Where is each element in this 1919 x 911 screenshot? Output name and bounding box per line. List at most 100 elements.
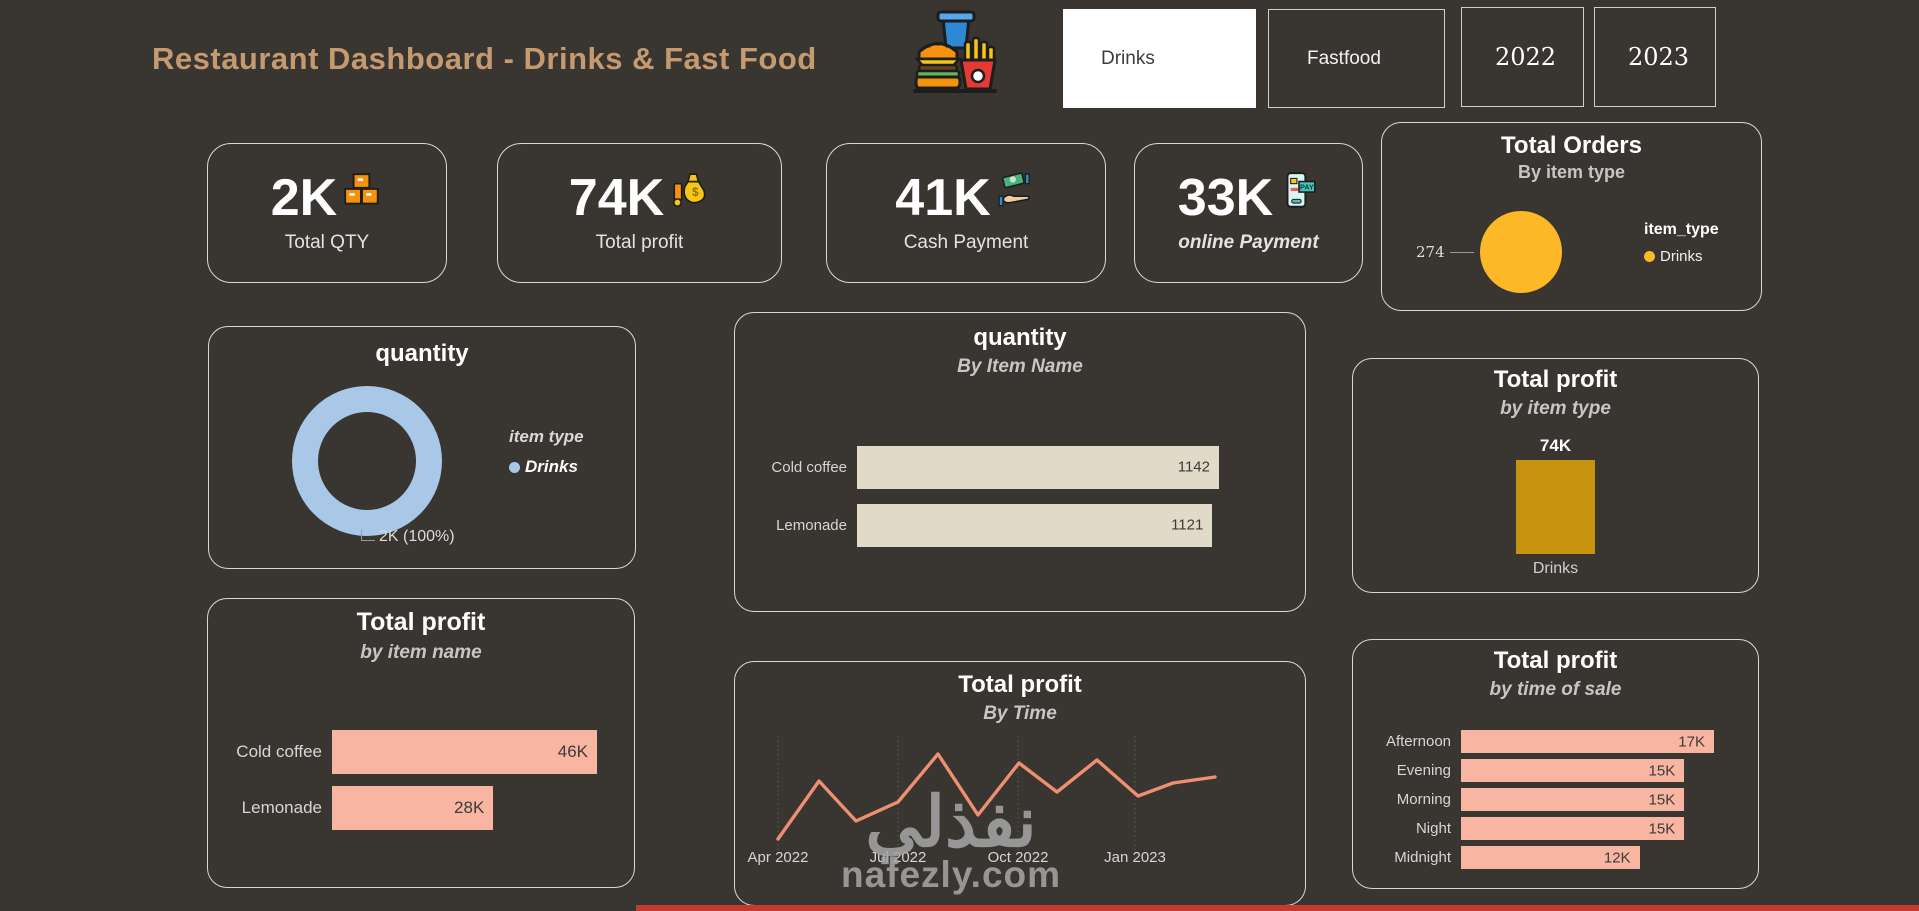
bar-track: 15K [1461, 788, 1714, 812]
bar-value-label: 1121 [1171, 516, 1204, 534]
pie-chart[interactable] [1479, 210, 1563, 294]
kpi-card-total-profit[interactable]: 74K $ Total profit [497, 143, 782, 283]
filter-button-label: Fastfood [1307, 47, 1381, 69]
legend-label: Drinks [525, 457, 578, 476]
kpi-card-online-payment[interactable]: 33K PAY online Payment [1134, 143, 1363, 283]
money-bag-icon: $ [673, 173, 706, 208]
filter-button-drinks[interactable]: Drinks [1063, 9, 1256, 108]
bar-track: 28K [332, 785, 597, 830]
x-axis-tick: Jul 2022 [869, 849, 927, 866]
bar-value-label: 1142 [1177, 458, 1210, 476]
leader-line [1449, 251, 1474, 253]
filter-button-2022[interactable]: 2022 [1461, 7, 1584, 107]
bar-track: 17K [1461, 730, 1714, 754]
bar-row-lemonade[interactable]: Lemonade 1121 [755, 496, 1305, 554]
category-label: Cold coffee [236, 741, 322, 761]
bar-value-label: 28K [454, 797, 485, 817]
bar-row-morning[interactable]: Morning 15K [1361, 785, 1758, 814]
chart-title: quantity [973, 324, 1067, 351]
x-axis-tick: Oct 2022 [987, 849, 1049, 866]
chart-subtitle: By Time [983, 703, 1057, 725]
category-label: Afternoon [1385, 733, 1451, 751]
bar[interactable]: 15K [1461, 788, 1685, 812]
bar-value-label: 17K [1678, 733, 1705, 751]
bar-track: 15K [1461, 759, 1714, 783]
chart-title: Total profit [958, 671, 1082, 698]
kpi-value: 74K [568, 169, 665, 227]
bar[interactable]: 15K [1461, 817, 1685, 841]
column-value-label: 74K [1539, 436, 1572, 456]
column-category-label: Drinks [1532, 560, 1579, 578]
bar[interactable]: 15K [1461, 759, 1685, 783]
chart-title: Total profit [1493, 647, 1618, 674]
bar-row-night[interactable]: Night 15K [1361, 814, 1758, 843]
legend-title: item type [509, 427, 584, 446]
pie-data-label: 274 [1416, 243, 1474, 261]
profit-line-series[interactable] [776, 752, 1217, 841]
donut-chart[interactable] [292, 386, 442, 536]
filter-button-label: 2022 [1495, 43, 1557, 71]
chart-card-quantity-by-item[interactable]: quantity By Item Name Cold coffee 1142 Lem… [734, 312, 1306, 612]
kpi-value: 41K [895, 169, 991, 227]
bar-track: 12K [1461, 846, 1714, 870]
bar-row-midnight[interactable]: Midnight 12K [1361, 843, 1758, 872]
chart-title: Total Orders [1501, 132, 1642, 159]
bar-row-cold-coffee[interactable]: Cold coffee 1142 [755, 438, 1305, 496]
kpi-card-total-qty[interactable]: 2K Total QTY [207, 143, 447, 283]
chart-card-profit-by-timeofsale[interactable]: Total profit by time of sale Afternoon 17… [1352, 639, 1759, 889]
chart-subtitle: by item type [1500, 398, 1611, 420]
bar-row-cold-coffee[interactable]: Cold coffee 46K [222, 724, 634, 780]
bar[interactable]: 1121 [857, 503, 1213, 547]
kpi-label: Total QTY [284, 232, 370, 253]
bar[interactable]: 12K [1461, 846, 1640, 870]
legend: item_type Drinks [1644, 221, 1719, 265]
line-chart[interactable] [776, 736, 1217, 866]
chart-subtitle: By Item Name [957, 356, 1083, 378]
category-label: Lemonade [776, 516, 847, 534]
bar-chart: Cold coffee 46K Lemonade 28K [208, 724, 634, 836]
chart-card-quantity-donut[interactable]: quantity 2K (100%) item type Drinks [208, 326, 636, 569]
chart-title: Total profit [356, 608, 486, 636]
chart-card-profit-by-type[interactable]: Total profit by item type 74K Drinks [1352, 358, 1759, 593]
bar-value-label: 15K [1648, 820, 1676, 838]
bar-track: 1121 [857, 503, 1219, 547]
legend: item type Drinks [509, 427, 584, 477]
video-progress-bar[interactable] [636, 905, 1919, 911]
bar[interactable]: 17K [1461, 730, 1714, 754]
bar[interactable]: 1142 [857, 445, 1219, 489]
bar[interactable]: 46K [332, 729, 597, 774]
column-bar[interactable] [1516, 460, 1595, 555]
kpi-value: 2K [270, 169, 338, 227]
chart-title: quantity [375, 340, 469, 367]
filter-button-label: Drinks [1101, 47, 1155, 69]
legend-item-drinks[interactable]: Drinks [509, 457, 584, 477]
chart-card-profit-by-name[interactable]: Total profit by item name Cold coffee 46K… [207, 598, 635, 888]
kpi-card-cash-payment[interactable]: 41K Cash Payment [826, 143, 1106, 283]
kpi-value: 33K [1177, 169, 1274, 227]
bar-track: 1142 [857, 445, 1219, 489]
filter-button-fastfood[interactable]: Fastfood [1268, 9, 1445, 108]
bar-row-lemonade[interactable]: Lemonade 28K [222, 780, 634, 836]
bar-value-label: 15K [1648, 762, 1676, 780]
bar-track: 15K [1461, 817, 1714, 841]
bar-row-evening[interactable]: Evening 15K [1361, 756, 1758, 785]
filter-button-label: 2023 [1628, 43, 1690, 71]
bar[interactable]: 28K [332, 785, 494, 830]
donut-data-label: 2K (100%) [361, 528, 455, 546]
chart-title: Total profit [1493, 366, 1618, 393]
category-label: Evening [1396, 762, 1451, 780]
bar-chart: Afternoon 17K Evening 15K Morning 15K Night 15K… [1353, 727, 1758, 872]
chart-subtitle: By item type [1517, 162, 1626, 183]
fastfood-icon [913, 10, 997, 93]
mobile-payment-icon: PAY [1286, 172, 1316, 208]
filter-button-2023[interactable]: 2023 [1594, 7, 1716, 107]
bar-value-label: 46K [557, 741, 588, 761]
kpi-label: Cash Payment [903, 232, 1029, 253]
legend-item-drinks[interactable]: Drinks [1644, 248, 1719, 265]
category-label: Night [1415, 820, 1451, 838]
bar-track: 46K [332, 729, 597, 774]
bar-row-afternoon[interactable]: Afternoon 17K [1361, 727, 1758, 756]
chart-card-total-orders[interactable]: Total Orders By item type 274 item_type … [1381, 122, 1762, 311]
svg-text:$: $ [692, 187, 699, 199]
chart-card-profit-by-time[interactable]: Total profit By Time Apr 2022 Jul 2022 Oct… [734, 661, 1306, 906]
